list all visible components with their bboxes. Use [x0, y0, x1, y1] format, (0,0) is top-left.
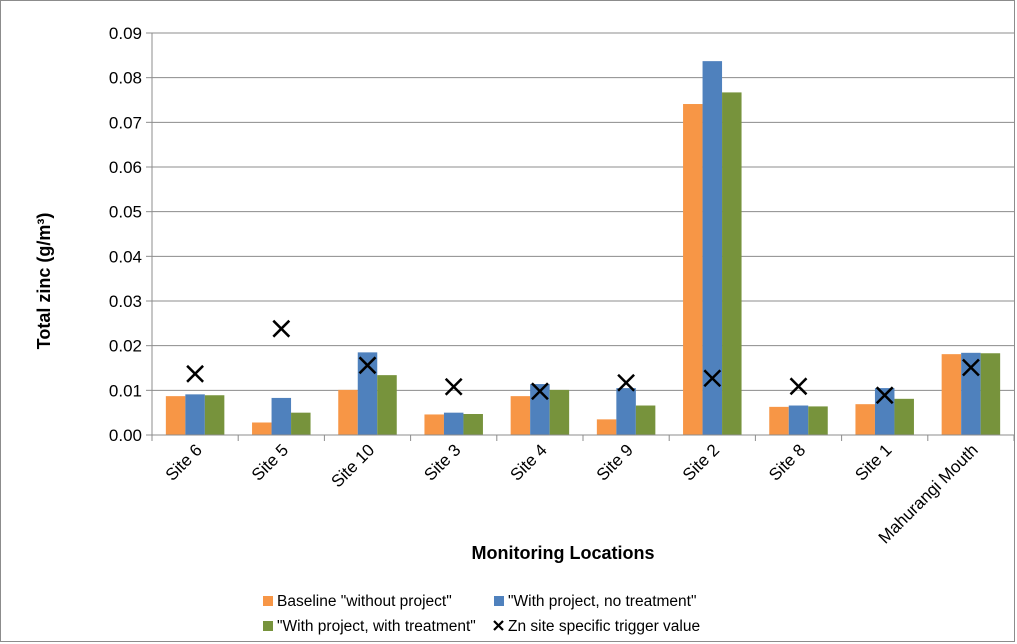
trigger-marker	[358, 356, 377, 375]
trigger-marker	[186, 364, 204, 383]
y-tick-label: 0.00	[109, 426, 142, 445]
bars	[165, 61, 1001, 436]
legend-x-marker	[493, 620, 504, 631]
y-tick-label: 0.02	[109, 337, 142, 356]
legend: Baseline "without project" "With project,…	[263, 593, 700, 635]
trigger-marker	[531, 382, 549, 401]
gridlines	[152, 32, 1014, 391]
legend-label: "With project, with treatment"	[277, 618, 476, 635]
x-tick-label: Site 2	[679, 440, 723, 484]
tick-labels: 0.00 0.01 0.02 0.03 0.04 0.05 0.06 0.07 0.08 0.09…	[109, 24, 982, 547]
legend-swatch	[263, 621, 273, 631]
legend-item: "With project, no treatment"	[494, 593, 696, 610]
trigger-marker	[789, 377, 808, 396]
y-tick-label: 0.06	[109, 158, 142, 177]
bar	[357, 352, 378, 435]
bar	[941, 354, 962, 435]
trigger-marker	[444, 377, 463, 396]
bar	[204, 395, 225, 435]
y-tick-label: 0.07	[109, 113, 142, 132]
bar	[185, 394, 205, 435]
y-tick-label: 0.01	[109, 381, 142, 400]
x-tick-label: Site 9	[593, 440, 637, 484]
bar	[961, 352, 981, 435]
bar	[549, 389, 570, 435]
trigger-markers	[186, 319, 980, 405]
bar	[702, 61, 723, 435]
y-axis-title: Total zinc (g/m³)	[34, 213, 54, 350]
x-tick-label: Site 1	[851, 440, 895, 484]
legend-swatch	[494, 596, 504, 606]
bar	[165, 396, 186, 435]
legend-item: Baseline "without project"	[263, 593, 452, 610]
legend-label: "With project, no treatment"	[508, 593, 696, 610]
x-tick-label: Site 3	[420, 440, 464, 484]
x-tick-label: Site 4	[507, 440, 551, 484]
trigger-marker	[617, 373, 635, 392]
x-axis-title: Monitoring Locations	[472, 543, 655, 563]
bar	[463, 414, 483, 435]
bar	[424, 414, 444, 435]
x-tick-label: Site 5	[248, 440, 292, 484]
bar	[271, 397, 292, 435]
axes	[146, 32, 1015, 441]
trigger-marker	[962, 358, 980, 377]
x-tick-label: Site 8	[765, 440, 809, 484]
legend-label: Zn site specific trigger value	[508, 618, 700, 635]
bar	[722, 92, 742, 435]
y-tick-label: 0.09	[109, 24, 142, 43]
bar	[980, 353, 1001, 435]
bar	[443, 412, 464, 435]
x-tick-label: Site 6	[162, 440, 206, 484]
legend-item: "With project, with treatment"	[263, 618, 476, 635]
bar	[683, 104, 703, 436]
bar	[855, 404, 875, 435]
bar	[510, 396, 531, 435]
bar	[596, 419, 617, 435]
y-tick-label: 0.04	[109, 247, 142, 266]
y-tick-label: 0.03	[109, 292, 142, 311]
bar	[808, 406, 828, 435]
bar	[788, 405, 809, 435]
legend-label: Baseline "without project"	[277, 593, 452, 610]
x-tick-label: Site 10	[327, 440, 378, 491]
bar	[616, 388, 636, 435]
y-tick-label: 0.05	[109, 203, 142, 222]
legend-swatch	[263, 596, 273, 606]
legend-item: Zn site specific trigger value	[493, 618, 700, 635]
bar	[252, 422, 272, 435]
bar	[291, 412, 311, 435]
bar	[377, 375, 397, 435]
trigger-marker	[703, 369, 722, 388]
bar	[338, 389, 358, 435]
trigger-marker	[272, 319, 291, 338]
bar	[635, 405, 656, 435]
y-tick-label: 0.08	[109, 69, 142, 88]
bar	[894, 398, 914, 435]
trigger-marker	[875, 386, 894, 405]
bar	[769, 406, 789, 435]
